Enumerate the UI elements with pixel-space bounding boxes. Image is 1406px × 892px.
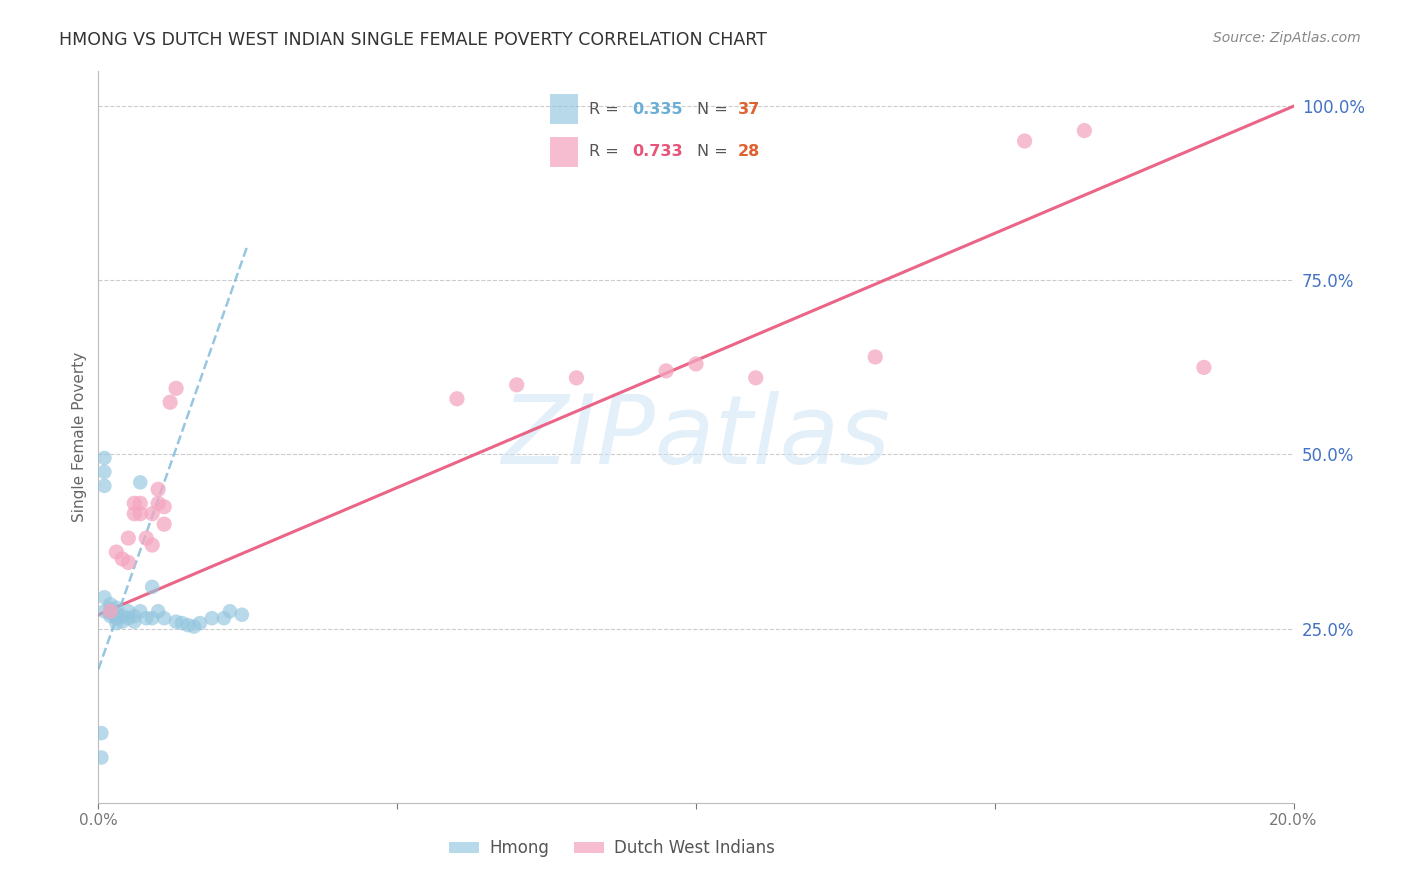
Point [90,750,112,764]
Point [201,611,224,625]
Point [93,604,115,618]
Point [183,619,205,633]
Point [129,507,152,521]
Text: 37: 37 [738,102,761,117]
Point [745,371,768,385]
Point [135,611,157,625]
Point [124,496,146,510]
Point [98,609,122,624]
Legend: Hmong, Dutch West Indians: Hmong, Dutch West Indians [443,832,782,864]
Point [129,604,152,618]
Text: Source: ZipAtlas.com: Source: ZipAtlas.com [1213,31,1361,45]
Point [111,609,134,624]
Point [159,395,181,409]
Text: HMONG VS DUTCH WEST INDIAN SINGLE FEMALE POVERTY CORRELATION CHART: HMONG VS DUTCH WEST INDIAN SINGLE FEMALE… [59,31,766,49]
Text: R =: R = [589,102,624,117]
Point [117,611,139,625]
Point [148,604,170,618]
Text: N =: N = [697,102,734,117]
Point [111,615,134,629]
Point [141,611,163,625]
Point [188,616,211,631]
Point [111,552,134,566]
Point [148,483,170,497]
Point [105,607,128,621]
Point [177,618,200,632]
Text: N =: N = [697,145,734,159]
Point [105,600,128,615]
Point [93,479,115,493]
Point [141,507,163,521]
Point [129,475,152,490]
Point [105,545,128,559]
Text: R =: R = [589,145,624,159]
Bar [550,95,578,124]
Text: 0.733: 0.733 [633,145,683,159]
Point [129,496,152,510]
Point [98,602,122,616]
Point [1073,123,1095,137]
Point [1014,134,1036,148]
Point [153,500,176,514]
Y-axis label: Single Female Poverty: Single Female Poverty [72,352,87,522]
Point [93,450,115,465]
Point [655,364,678,378]
Point [446,392,468,406]
Point [219,604,242,618]
Point [141,580,163,594]
Point [231,607,253,622]
Point [148,496,170,510]
Point [153,611,176,625]
Point [105,611,128,625]
Point [93,591,115,605]
Point [172,616,194,631]
Point [105,616,128,631]
Point [117,556,139,570]
Text: 28: 28 [738,145,761,159]
Point [212,611,235,625]
Point [98,597,122,611]
Point [141,538,163,552]
Point [124,507,146,521]
Point [565,371,588,385]
Point [153,517,176,532]
Point [124,615,146,629]
Point [865,350,887,364]
Point [1192,360,1215,375]
Text: ZIPatlas: ZIPatlas [502,391,890,483]
Point [117,604,139,618]
Point [98,607,122,621]
Point [685,357,707,371]
Point [165,381,187,395]
Point [117,531,139,545]
Point [124,609,146,624]
Text: 0.335: 0.335 [633,102,683,117]
Point [165,615,187,629]
Point [90,726,112,740]
Point [93,465,115,479]
Point [98,604,122,618]
Bar [550,137,578,167]
Point [506,377,529,392]
Point [135,531,157,545]
